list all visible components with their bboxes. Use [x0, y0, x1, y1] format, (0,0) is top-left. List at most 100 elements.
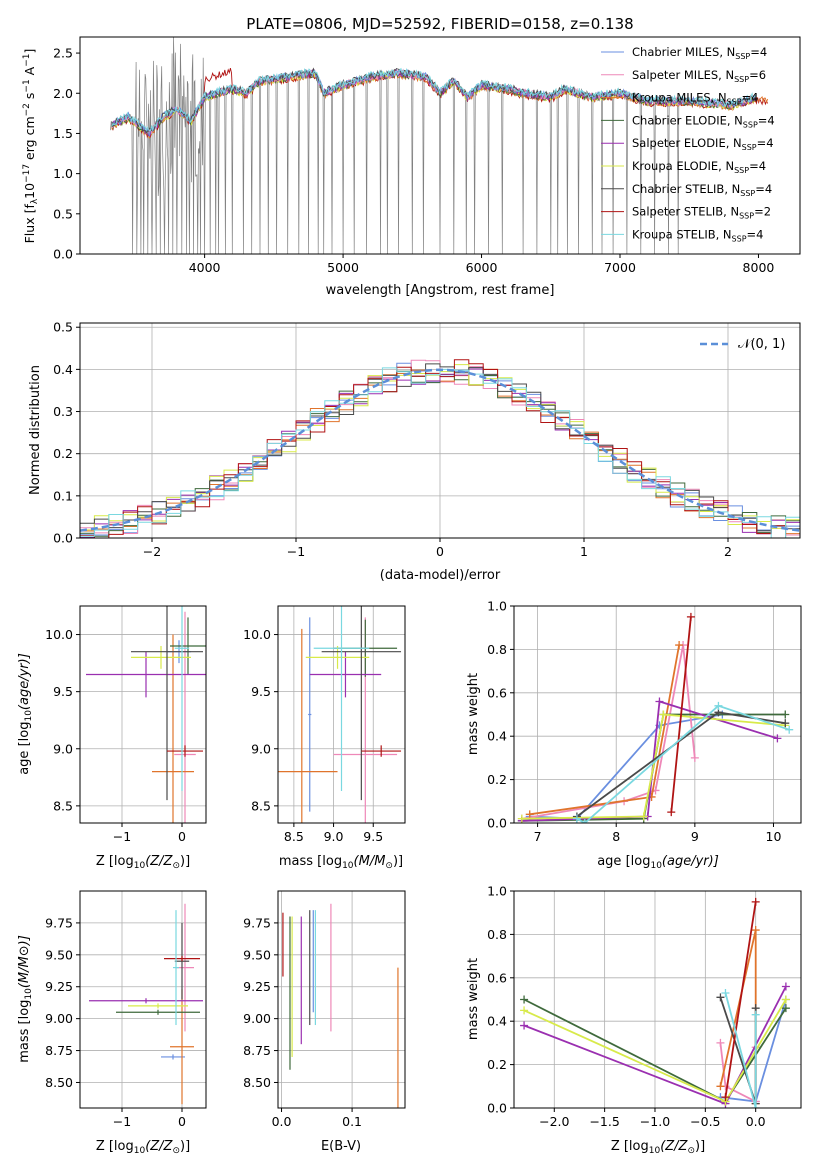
age-vs-mass-panel: 8.5 9.0 9.5 8.5 9.0 9.5 10.0 mass [log10(M/M⊙)…: [243, 605, 406, 871]
weight-vs-Z-plot-area: [514, 891, 801, 1108]
y-tick-label: 2.0: [53, 86, 73, 101]
x-tick-label: −2.0: [539, 1114, 569, 1129]
x-tick-label: 9: [691, 829, 699, 844]
model-spectrum-line-8: [111, 67, 756, 132]
legend-label-0: Chabrier MILES, NSSP=4: [632, 45, 767, 61]
mass-vs-EBV-plot-area: [278, 891, 405, 1108]
y-tick-label: 1.0: [487, 599, 507, 614]
weight-line-7: [670, 616, 692, 813]
mass-vs-Z-axes-frame: [79, 890, 207, 1109]
y-tick-label: 0.6: [487, 685, 507, 700]
mass-vs-EBV-xlabel: E(B-V): [321, 1139, 361, 1154]
y-tick-label: 0.2: [53, 446, 73, 461]
weight-vs-Z-ticks: −2.0 −1.5 −1.0 −0.5 0.0 0.0 0.2 0.4 0.6 0.8 1.0: [487, 884, 766, 1130]
x-tick-label: −1.0: [640, 1114, 670, 1129]
weight-marker-4: [520, 1021, 529, 1030]
weight-marker-1: [690, 753, 699, 762]
weight-marker-7: [686, 612, 695, 621]
y-tick-label: 9.00: [243, 1011, 271, 1026]
y-tick-label: 9.25: [45, 979, 73, 994]
mass-vs-EBV-ticks: 0.0 0.1 8.50 8.75 9.00 9.25 9.50 9.75: [243, 915, 362, 1129]
weight-marker-5: [639, 812, 648, 821]
weight-line-8: [576, 704, 790, 823]
x-tick-label: 0: [178, 1114, 186, 1129]
weight-marker-7: [667, 808, 676, 817]
y-tick-label: 9.25: [243, 979, 271, 994]
x-tick-label: 5000: [327, 260, 359, 275]
weight-line-6: [576, 711, 786, 818]
x-tick-label: 0.0: [746, 1114, 766, 1129]
x-tick-label: −1.5: [589, 1114, 619, 1129]
y-tick-label: 0.5: [53, 206, 73, 221]
y-tick-label: 9.50: [45, 947, 73, 962]
y-tick-label: 0.0: [53, 531, 73, 546]
y-tick-label: 0.8: [487, 642, 507, 657]
weight-marker-8: [580, 819, 589, 823]
y-tick-label: 9.50: [243, 947, 271, 962]
y-tick-label: 9.5: [251, 684, 271, 699]
legend-label-3: Chabrier ELODIE, NSSP=4: [632, 113, 775, 129]
y-tick-label: 0.4: [487, 1014, 507, 1029]
x-tick-label: −0.5: [690, 1114, 720, 1129]
weight-marker-8: [751, 1104, 760, 1108]
x-tick-label: 0.1: [342, 1114, 362, 1129]
mass-vs-Z-plot-area: [80, 891, 206, 1108]
y-tick-label: 0.6: [487, 970, 507, 985]
x-tick-label: 10: [766, 829, 782, 844]
weight-marker-6: [781, 719, 790, 728]
weight-marker-4: [655, 697, 664, 706]
x-tick-label: 4000: [189, 260, 221, 275]
x-tick-label: 7: [534, 829, 542, 844]
y-tick-label: 0.2: [487, 1057, 507, 1072]
age-vs-Z-ticks: −1 0 8.5 9.0 9.5 10.0: [45, 627, 186, 844]
y-tick-label: 8.75: [243, 1043, 271, 1058]
weight-marker-2: [675, 641, 684, 650]
weight-marker-3: [781, 1004, 790, 1013]
age-vs-mass-axes-frame: [277, 605, 406, 824]
weight-marker-5: [520, 1006, 529, 1015]
spectrum-ylabel: Flux [fλ10−17 erg cm−2 s−1 A−1]: [22, 49, 40, 244]
weight-marker-8: [785, 725, 794, 734]
normal-curve: [80, 368, 800, 532]
legend-label-2: Kroupa MILES, NSSP=4: [632, 91, 758, 107]
spectrum-panel: 4000 5000 6000 7000 8000 0.0 0.5 1.0 1.5 2.0 2.5 w…: [22, 36, 801, 298]
y-tick-label: 0.0: [53, 247, 73, 262]
y-tick-label: 0.0: [487, 1101, 507, 1116]
x-tick-label: 9.0: [324, 829, 344, 844]
x-tick-label: 8: [612, 829, 620, 844]
y-tick-label: 10.0: [45, 627, 73, 642]
weight-marker-5: [781, 995, 790, 1004]
weight-vs-age-xlabel: age [log10(age/yr)]: [597, 854, 719, 871]
y-tick-label: 2.5: [53, 46, 73, 61]
x-tick-label: 9.5: [363, 829, 383, 844]
x-tick-label: 6000: [466, 260, 498, 275]
y-tick-label: 0.4: [487, 729, 507, 744]
weight-vs-age-ylabel: mass weight: [466, 673, 481, 755]
weight-line-4: [521, 700, 778, 822]
weight-vs-Z-ylabel: mass weight: [466, 958, 481, 1040]
residuals-ylabel: Normed distribution: [28, 365, 43, 495]
x-tick-label: 0: [436, 544, 444, 559]
residuals-plot-area: [80, 323, 800, 538]
weight-marker-4: [773, 734, 782, 743]
weight-marker-1: [716, 1038, 725, 1047]
y-tick-label: 0.3: [53, 404, 73, 419]
residuals-panel: −2 −1 0 1 2 0.0 0.1 0.2 0.3 0.4 0.5 (data-model)/e…: [28, 320, 801, 583]
legend-label-6: Chabrier STELIB, NSSP=4: [632, 182, 772, 198]
weight-marker-5: [517, 814, 526, 823]
weight-vs-age-plot-area: [514, 606, 801, 823]
weight-marker-3: [781, 710, 790, 719]
x-tick-label: −1: [287, 544, 305, 559]
y-tick-label: 8.5: [53, 798, 73, 813]
x-tick-label: −1: [113, 829, 131, 844]
x-tick-label: 0: [178, 829, 186, 844]
x-tick-label: 8.5: [284, 829, 304, 844]
weight-marker-8: [714, 701, 723, 710]
figure-title: PLATE=0806, MJD=52592, FIBERID=0158, z=0…: [246, 15, 633, 33]
spectrum-plot-area: [110, 37, 769, 254]
weight-vs-age-panel: 7 8 9 10 0.0 0.2 0.4 0.6 0.8 1.0 age [log10(age/y…: [466, 599, 802, 871]
weight-vs-Z-xlabel: Z [log10(Z/Z⊙)]: [611, 1139, 705, 1156]
y-tick-label: 8.50: [45, 1075, 73, 1090]
residuals-legend: 𝒩(0, 1): [700, 337, 785, 352]
